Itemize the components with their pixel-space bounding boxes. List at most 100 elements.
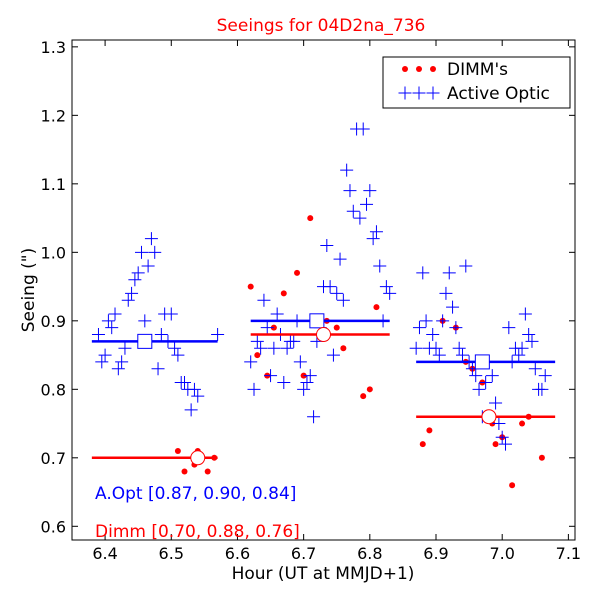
aopt-point <box>449 321 463 335</box>
x-tick-label: 7.0 <box>489 544 514 563</box>
aopt-point <box>125 286 139 300</box>
axis-ticks: 6.4 6.5 6.6 6.7 6.8 6.9 7.0 7.1 0.6 0.7 0.8 0.9 1.0 1… <box>41 38 582 563</box>
aopt-point <box>452 341 466 355</box>
aopt-point <box>128 273 142 287</box>
aopt-point <box>346 204 360 218</box>
legend-dimm-marker <box>416 66 422 72</box>
x-tick-label: 7.1 <box>556 544 581 563</box>
aopt-point <box>343 184 357 198</box>
aopt-point <box>512 348 526 362</box>
dimm-point <box>174 447 181 454</box>
aopt-point <box>495 430 509 444</box>
dimm-mean-marker <box>190 450 206 466</box>
aopt-point <box>336 293 350 307</box>
aopt-point <box>187 382 201 396</box>
aopt-point <box>260 321 274 335</box>
aopt-point <box>416 266 430 280</box>
aopt-point <box>446 300 460 314</box>
dimm-point <box>519 420 526 427</box>
aopt-point <box>303 369 317 383</box>
legend-aopt-marker <box>398 86 412 100</box>
aopt-point <box>439 286 453 300</box>
aopt-point <box>369 225 383 239</box>
aopt-point <box>412 321 426 335</box>
aopt-mean-marker <box>137 333 153 349</box>
aopt-point <box>360 197 374 211</box>
dimm-point <box>340 345 347 352</box>
legend-dimm-marker <box>402 66 408 72</box>
dimm-point <box>509 482 516 489</box>
aopt-mean-marker <box>474 354 490 370</box>
aopt-point <box>277 375 291 389</box>
aopt-point <box>379 280 393 294</box>
aopt-point <box>485 369 499 383</box>
aopt-point <box>383 286 397 300</box>
dimm-point <box>247 283 254 290</box>
aopt-point <box>191 389 205 403</box>
aopt-point <box>108 307 122 321</box>
aopt-point <box>280 341 294 355</box>
aopt-point <box>111 362 125 376</box>
aopt-point <box>168 341 182 355</box>
aopt-point <box>373 259 387 273</box>
aopt-point <box>270 307 284 321</box>
aopt-point <box>148 245 162 259</box>
x-tick-label: 6.6 <box>225 544 250 563</box>
legend-label-aopt: Active Optic <box>447 84 550 104</box>
y-tick-label: 1.2 <box>41 106 66 125</box>
dimm-point <box>280 290 287 297</box>
aopt-point <box>366 232 380 246</box>
aopt-point <box>356 122 370 136</box>
aopt-point <box>502 321 516 335</box>
dimm-point <box>300 372 307 379</box>
y-tick-label: 0.8 <box>41 380 66 399</box>
x-tick-label: 6.8 <box>357 544 382 563</box>
chart-title: Seeings for 04D2na_736 <box>217 16 426 36</box>
aopt-point <box>307 410 321 424</box>
aopt-point <box>323 280 337 294</box>
aopt-point <box>492 417 506 431</box>
aopt-point <box>91 328 105 342</box>
aopt-point <box>244 355 258 369</box>
dimm-point <box>366 386 373 393</box>
plot-marks <box>91 122 556 489</box>
x-tick-label: 6.4 <box>92 544 117 563</box>
aopt-point <box>131 266 145 280</box>
dimm-point <box>294 269 301 276</box>
dimm-point <box>426 427 433 434</box>
dimm-mean-marker <box>316 327 331 343</box>
aopt-point <box>535 382 549 396</box>
aopt-point <box>134 245 148 259</box>
y-tick-label: 1.3 <box>41 38 66 57</box>
aopt-point <box>247 382 261 396</box>
dimm-mean-marker <box>481 409 497 425</box>
dimm-point <box>181 468 188 475</box>
y-tick-label: 1.0 <box>41 243 66 262</box>
aopt-point <box>121 293 135 307</box>
legend-aopt-marker <box>412 86 426 100</box>
aopt-point <box>264 369 278 383</box>
aopt-point <box>320 238 334 252</box>
aopt-point <box>144 232 158 246</box>
aopt-point <box>171 348 185 362</box>
aopt-point <box>479 375 493 389</box>
aopt-point <box>287 334 301 348</box>
aopt-point <box>154 328 168 342</box>
aopt-point <box>489 396 503 410</box>
legend-entries: DIMM's Active Optic <box>398 60 550 104</box>
dimm-point <box>204 468 211 475</box>
aopt-point <box>267 341 281 355</box>
x-tick-label: 6.9 <box>423 544 448 563</box>
aopt-point <box>426 328 440 342</box>
aopt-point <box>95 355 109 369</box>
legend-aopt-marker <box>426 86 440 100</box>
dimm-annotation: Dimm [0.70, 0.88, 0.76] <box>95 522 300 542</box>
aopt-point <box>442 266 456 280</box>
dimm-point <box>307 215 314 222</box>
aopt-point <box>184 403 198 417</box>
y-tick-label: 1.1 <box>41 175 66 194</box>
legend: DIMM's Active Optic <box>382 56 571 109</box>
aopt-point <box>141 259 155 273</box>
aopt-point <box>254 341 268 355</box>
x-axis-label: Hour (UT at MMJD+1) <box>232 564 415 584</box>
